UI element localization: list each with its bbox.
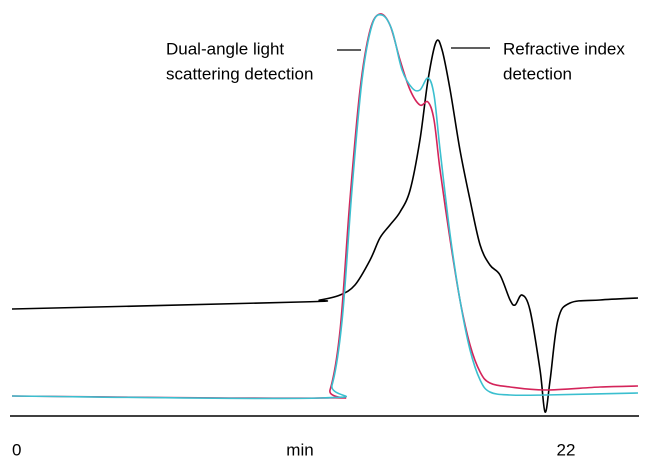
line-series — [11, 13, 639, 400]
x-tick-label: 0 — [12, 440, 21, 459]
x-axis-label: min — [286, 440, 313, 459]
x-tick-label: 22 — [557, 440, 576, 459]
annotation: Refractive index — [503, 39, 625, 58]
line-series — [11, 13, 639, 400]
line-series — [11, 39, 639, 413]
annotation: Dual-angle light — [166, 39, 284, 58]
annotation: scattering detection — [166, 64, 313, 83]
annotation: detection — [503, 64, 572, 83]
